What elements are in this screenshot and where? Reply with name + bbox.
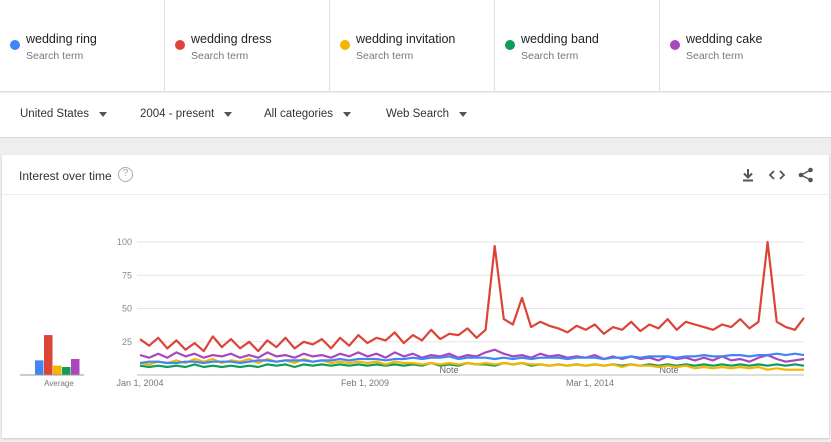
interest-over-time-card: Interest over time ? 25 50 75 100 Jan 1, 20… [2,155,829,438]
term-subtitle: Search term [686,50,744,62]
term-name: wedding ring [26,32,97,46]
term-card-wedding-invitation[interactable]: wedding invitation Search term [330,0,495,92]
note-marker[interactable]: Note [439,365,458,375]
series-color-dot [340,40,350,50]
region-label: United States [20,108,90,120]
term-subtitle: Search term [356,50,414,62]
category-label: All categories [264,108,334,120]
term-card-wedding-cake[interactable]: wedding cake Search term [660,0,831,92]
caret-down-icon [99,111,108,117]
average-bar [35,360,44,375]
y-tick-label: 25 [122,337,132,347]
series-color-dot [505,40,515,50]
term-card-wedding-ring[interactable]: wedding ring Search term [0,0,165,92]
embed-icon[interactable] [768,166,786,184]
average-bar [53,365,62,375]
term-name: wedding cake [686,32,763,46]
average-bar [44,335,53,375]
search-type-dropdown[interactable]: Web Search [386,108,468,120]
note-marker[interactable]: Note [659,365,678,375]
help-icon[interactable]: ? [118,167,133,182]
series-line-wedding-ring [139,352,805,365]
caret-down-icon [224,111,233,117]
term-subtitle: Search term [26,50,84,62]
card-title: Interest over time [19,169,112,183]
search-terms-bar: wedding ring Search term wedding dress S… [0,0,831,92]
chart-series [139,240,805,371]
x-tick-label: Mar 1, 2014 [566,378,614,388]
region-dropdown[interactable]: United States [20,108,108,120]
caret-down-icon [343,111,352,117]
average-bars: Average [20,335,84,388]
caret-down-icon [459,111,468,117]
y-axis-ticks: 25 50 75 100 [117,237,132,347]
average-bar [62,367,71,375]
term-card-wedding-band[interactable]: wedding band Search term [495,0,660,92]
series-color-dot [175,40,185,50]
average-label: Average [44,379,74,388]
download-icon[interactable] [739,166,757,184]
term-card-wedding-dress[interactable]: wedding dress Search term [165,0,330,92]
term-subtitle: Search term [191,50,249,62]
y-tick-label: 75 [122,270,132,280]
x-tick-label: Jan 1, 2004 [116,378,163,388]
series-color-dot [670,40,680,50]
chart-notes: Note Note [439,365,678,375]
share-icon[interactable] [797,166,815,184]
interest-chart: 25 50 75 100 Jan 1, 2004 Feb 1, 2009 Mar 1, 2… [20,237,805,388]
average-bar [71,359,80,375]
term-name: wedding invitation [356,32,456,46]
series-line-wedding-dress [139,240,805,353]
time-range-dropdown[interactable]: 2004 - present [140,108,233,120]
term-subtitle: Search term [521,50,579,62]
y-tick-label: 100 [117,237,132,247]
series-line-wedding-cake [139,348,805,363]
series-color-dot [10,40,20,50]
x-tick-label: Feb 1, 2009 [341,378,389,388]
search-type-label: Web Search [386,108,450,120]
term-name: wedding dress [191,32,272,46]
y-tick-label: 50 [122,304,132,314]
term-name: wedding band [521,32,599,46]
series-line-wedding-invitation [139,357,804,371]
time-range-label: 2004 - present [140,108,215,120]
chart-grid [137,241,804,376]
card-header: Interest over time ? [2,155,829,195]
x-axis-ticks: Jan 1, 2004 Feb 1, 2009 Mar 1, 2014 [116,378,614,388]
category-dropdown[interactable]: All categories [264,108,352,120]
filter-bar: United States 2004 - present All categor… [0,93,831,138]
